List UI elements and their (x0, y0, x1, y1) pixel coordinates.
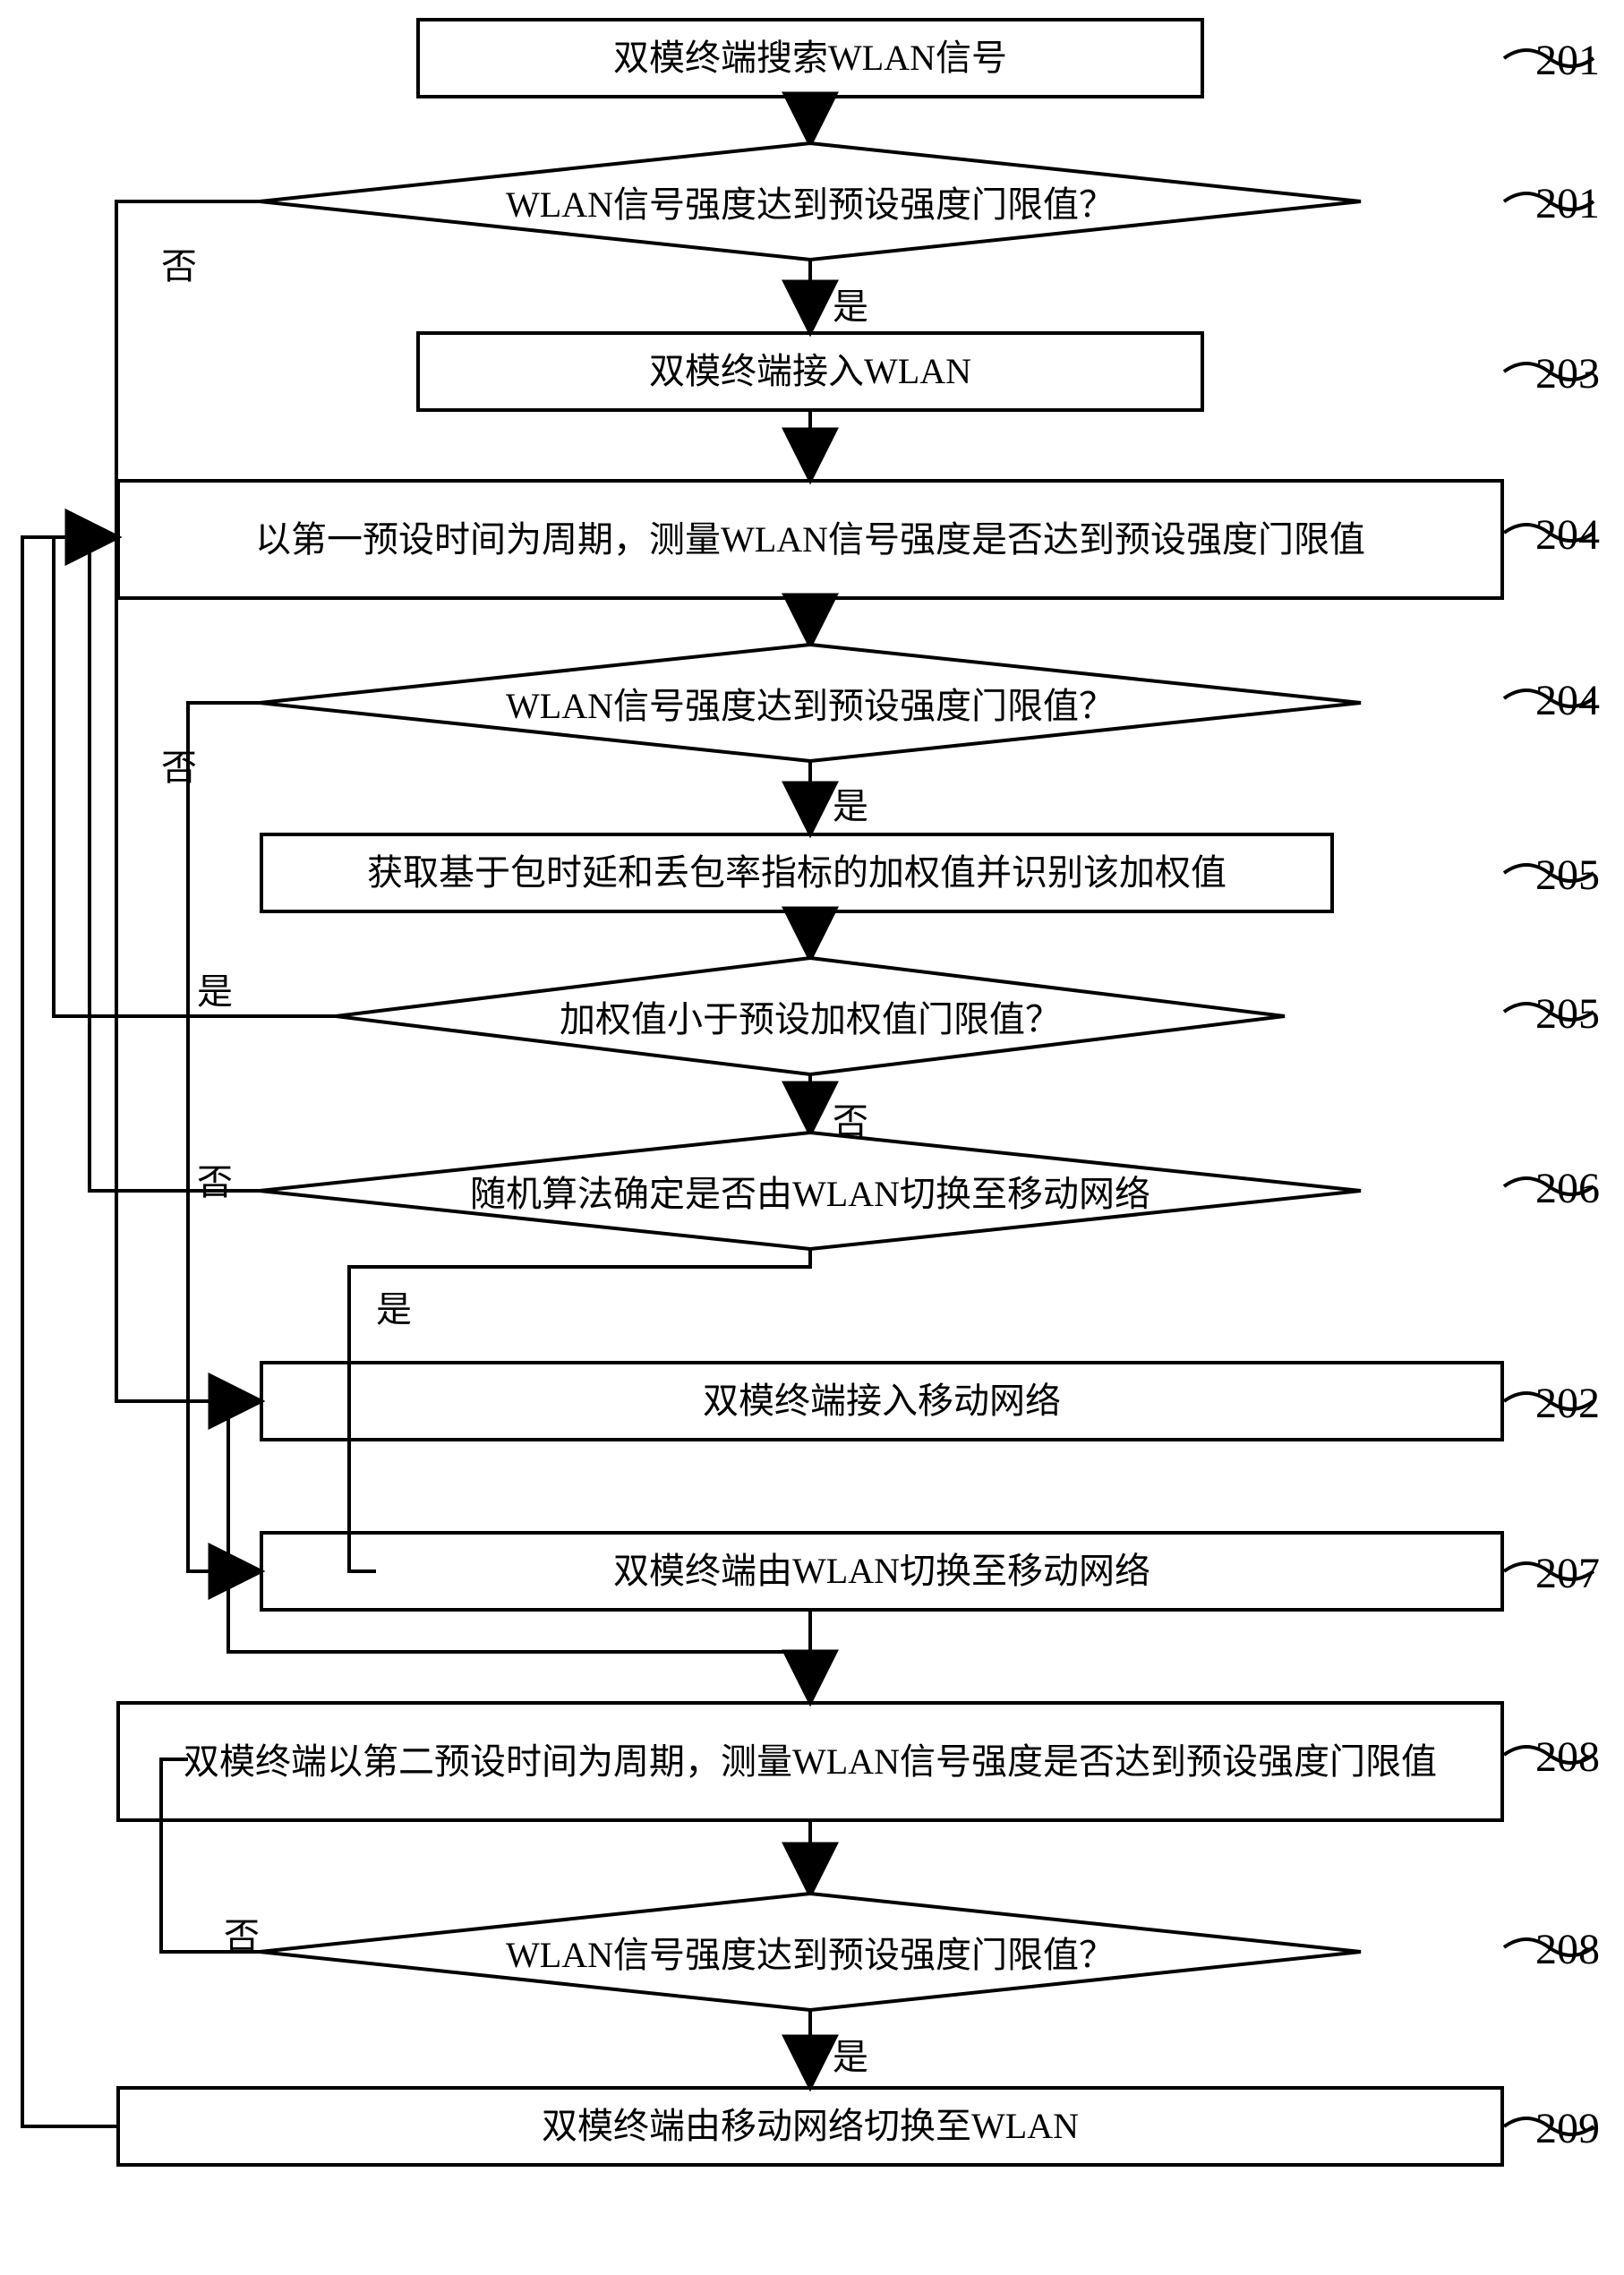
flow-rect-n204a: 以第一预设时间为周期，测量WLAN信号强度是否达到预设强度门限值 (116, 479, 1504, 600)
flow-diamond-d204: WLAN信号强度达到预设强度门限值？ (443, 645, 1177, 761)
ref-text: 205 (1535, 851, 1600, 899)
ref-text: 203 (1535, 350, 1600, 398)
flowchart-diagram: 双模终端搜索WLAN信号 201 WLAN信号强度达到预设强度门限值？ 201 双模终端… (0, 0, 1624, 2275)
ref-text: 208 (1535, 1926, 1600, 1973)
ref-text: 202 (1535, 1380, 1600, 1427)
branch-text: 是 (833, 786, 868, 826)
node-text: 获取基于包时延和丢包率指标的加权值并识别该加权值 (367, 851, 1227, 895)
ref-n208a: 208 (1535, 1732, 1600, 1782)
branch-label-6: 否 (197, 1153, 233, 1205)
branch-label-8: 否 (224, 1907, 260, 1959)
branch-label-2: 否 (161, 739, 197, 791)
node-text: 双模终端接入WLAN (649, 349, 971, 394)
ref-n205a: 205 (1535, 851, 1600, 900)
branch-label-7: 是 (376, 1280, 412, 1332)
ref-d205: 205 (1535, 989, 1600, 1039)
node-text: 双模终端以第二预设时间为周期，测量WLAN信号强度是否达到预设强度门限值 (184, 1740, 1437, 1784)
ref-n202: 202 (1535, 1379, 1600, 1428)
ref-text: 204 (1535, 511, 1600, 559)
flow-diamond-d201: WLAN信号强度达到预设强度门限值？ (443, 143, 1177, 260)
flow-diamond-d206: 随机算法确定是否由WLAN切换至移动网络 (443, 1133, 1177, 1249)
flow-rect-n203: 双模终端接入WLAN (416, 331, 1204, 412)
branch-text: 是 (376, 1289, 412, 1330)
ref-text: 201 (1535, 37, 1600, 84)
branch-label-3: 是 (833, 777, 868, 829)
branch-label-9: 是 (833, 2028, 868, 2080)
branch-label-5: 否 (833, 1092, 868, 1144)
ref-n201a: 201 (1535, 36, 1600, 85)
branch-text: 是 (833, 2037, 868, 2077)
ref-n209: 209 (1535, 2104, 1600, 2153)
flow-rect-n207: 双模终端由WLAN切换至移动网络 (260, 1531, 1504, 1612)
flow-rect-n209: 双模终端由移动网络切换至WLAN (116, 2086, 1504, 2167)
ref-n207: 207 (1535, 1549, 1600, 1598)
ref-d206: 206 (1535, 1164, 1600, 1213)
branch-text: 否 (224, 1916, 260, 1956)
ref-n203: 203 (1535, 349, 1600, 398)
ref-text: 206 (1535, 1165, 1600, 1212)
node-text: 双模终端由WLAN切换至移动网络 (613, 1549, 1150, 1594)
ref-text: 207 (1535, 1550, 1600, 1597)
branch-label-4: 是 (197, 962, 233, 1014)
flow-rect-n205a: 获取基于包时延和丢包率指标的加权值并识别该加权值 (260, 833, 1334, 913)
node-text: 随机算法确定是否由WLAN切换至移动网络 (470, 1165, 1150, 1217)
branch-text: 是 (833, 287, 868, 327)
branch-text: 否 (161, 748, 197, 788)
node-text: WLAN信号强度达到预设强度门限值？ (506, 1926, 1115, 1978)
node-text: 双模终端由移动网络切换至WLAN (542, 2104, 1079, 2149)
node-text: 双模终端接入移动网络 (703, 1379, 1061, 1424)
branch-text: 否 (161, 246, 197, 287)
ref-text: 204 (1535, 677, 1600, 724)
ref-text: 205 (1535, 990, 1600, 1038)
ref-d204: 204 (1535, 676, 1600, 725)
node-text: WLAN信号强度达到预设强度门限值？ (506, 175, 1115, 227)
flow-rect-n201a: 双模终端搜索WLAN信号 (416, 18, 1204, 98)
ref-d208: 208 (1535, 1925, 1600, 1974)
flow-rect-n202: 双模终端接入移动网络 (260, 1361, 1504, 1441)
node-text: WLAN信号强度达到预设强度门限值？ (506, 677, 1115, 729)
node-text: 加权值小于预设加权值门限值？ (560, 990, 1061, 1042)
flow-diamond-d208: WLAN信号强度达到预设强度门限值？ (443, 1894, 1177, 2010)
branch-text: 是 (197, 971, 233, 1012)
branch-text: 否 (197, 1162, 233, 1202)
ref-text: 208 (1535, 1733, 1600, 1781)
branch-text: 否 (833, 1101, 868, 1142)
ref-d201: 201 (1535, 179, 1600, 228)
ref-text: 201 (1535, 180, 1600, 227)
flow-rect-n208a: 双模终端以第二预设时间为周期，测量WLAN信号强度是否达到预设强度门限值 (116, 1701, 1504, 1822)
branch-label-1: 是 (833, 278, 868, 329)
node-text: 以第一预设时间为周期，测量WLAN信号强度是否达到预设强度门限值 (255, 517, 1365, 562)
flow-diamond-d205: 加权值小于预设加权值门限值？ (497, 958, 1124, 1074)
branch-label-0: 否 (161, 237, 197, 289)
node-text: 双模终端搜索WLAN信号 (613, 36, 1007, 81)
ref-text: 209 (1535, 2105, 1600, 2152)
ref-n204a: 204 (1535, 510, 1600, 560)
